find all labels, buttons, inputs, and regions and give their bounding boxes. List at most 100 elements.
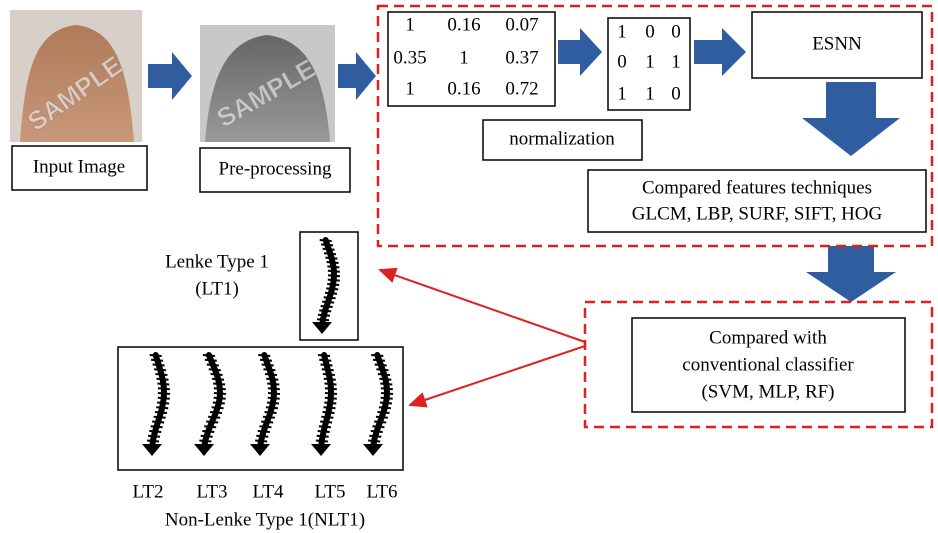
vertebra bbox=[210, 412, 222, 413]
vertebra bbox=[374, 422, 386, 423]
label: 1 bbox=[405, 78, 415, 99]
vertebra bbox=[321, 365, 333, 366]
vertebra bbox=[255, 441, 267, 442]
vertebra bbox=[380, 384, 392, 385]
vertebra bbox=[375, 365, 387, 366]
label: 0 bbox=[671, 21, 681, 42]
label: 1 bbox=[645, 51, 655, 72]
vertebra bbox=[323, 374, 335, 375]
vertebra bbox=[157, 379, 169, 380]
vertebra bbox=[319, 310, 331, 311]
vertebra bbox=[266, 379, 278, 380]
vertebra bbox=[379, 379, 391, 380]
preprocessed-photo: SAMPLE bbox=[200, 25, 335, 142]
label: 1 bbox=[459, 47, 469, 68]
vertebra bbox=[324, 407, 336, 408]
vertebra bbox=[381, 388, 393, 389]
label: 1 bbox=[617, 21, 627, 42]
vertebra bbox=[208, 417, 220, 418]
vertebra bbox=[317, 319, 329, 320]
vertebra bbox=[325, 258, 337, 259]
vertebra bbox=[326, 288, 338, 289]
label: Non-Lenke Type 1(NLT1) bbox=[165, 509, 365, 530]
label: 0.72 bbox=[505, 78, 538, 99]
vertebra bbox=[378, 412, 390, 413]
vertebra bbox=[316, 441, 328, 442]
vertebra bbox=[321, 244, 333, 245]
arrow bbox=[558, 28, 602, 76]
vertebra bbox=[327, 262, 339, 263]
vertebra bbox=[369, 436, 381, 437]
vertebra bbox=[267, 403, 279, 404]
vertebra bbox=[263, 417, 275, 418]
arrow bbox=[338, 52, 376, 100]
label: 1 bbox=[405, 14, 415, 35]
vertebra bbox=[149, 431, 161, 432]
vertebra bbox=[201, 436, 213, 437]
vertebra bbox=[380, 403, 392, 404]
vertebra bbox=[368, 441, 380, 442]
vertebra bbox=[266, 407, 278, 408]
vertebra bbox=[318, 315, 330, 316]
vertebra bbox=[322, 369, 334, 370]
label: LT6 bbox=[367, 481, 398, 502]
vertebra bbox=[320, 240, 332, 241]
label: Lenke Type 1 bbox=[165, 251, 269, 272]
vertebra bbox=[258, 355, 270, 356]
vertebra bbox=[158, 398, 170, 399]
label: (LT1) bbox=[195, 278, 239, 299]
vertebra bbox=[325, 293, 337, 294]
label: 1 bbox=[617, 83, 627, 104]
vertebra bbox=[214, 398, 226, 399]
vertebra bbox=[323, 412, 335, 413]
vertebra bbox=[158, 388, 170, 389]
vertebra bbox=[211, 374, 223, 375]
label: GLCM, LBP, SURF, SIFT, HOG bbox=[632, 203, 883, 224]
vertebra bbox=[154, 369, 166, 370]
vertebra bbox=[324, 297, 336, 298]
vertebra bbox=[325, 393, 337, 394]
diagram: SAMPLE SAMPLE Input Image Pre-processing… bbox=[0, 0, 938, 533]
vertebra bbox=[261, 422, 273, 423]
vertebra bbox=[157, 403, 169, 404]
vertebra bbox=[199, 441, 211, 442]
vertebra bbox=[327, 266, 339, 267]
label: 0 bbox=[671, 83, 681, 104]
arrow bbox=[694, 28, 746, 76]
vertebra bbox=[324, 403, 336, 404]
label: LT4 bbox=[253, 481, 284, 502]
vertebra bbox=[268, 388, 280, 389]
label: conventional classifier bbox=[682, 354, 854, 375]
red-arrow bbox=[410, 346, 585, 405]
label: LT2 bbox=[133, 481, 164, 502]
vertebra bbox=[203, 355, 215, 356]
label: 0 bbox=[617, 51, 627, 72]
vertebra bbox=[156, 407, 168, 408]
vertebra bbox=[256, 436, 268, 437]
vertebra bbox=[328, 280, 340, 281]
vertebra bbox=[324, 384, 336, 385]
label: 0.16 bbox=[447, 78, 480, 99]
vertebra bbox=[372, 426, 384, 427]
vertebra bbox=[378, 374, 390, 375]
vertebra bbox=[152, 422, 164, 423]
vertebra bbox=[373, 360, 385, 361]
label: LT3 bbox=[197, 481, 228, 502]
vertebra bbox=[259, 426, 271, 427]
vertebra bbox=[268, 398, 280, 399]
vertebra bbox=[324, 379, 336, 380]
vertebra bbox=[205, 360, 217, 361]
vertebra bbox=[213, 403, 225, 404]
vertebra bbox=[260, 360, 272, 361]
vertebra bbox=[213, 384, 225, 385]
vertebra bbox=[327, 284, 339, 285]
esnn: ESNN bbox=[812, 33, 862, 54]
vertebra bbox=[328, 271, 340, 272]
vertebra bbox=[267, 384, 279, 385]
vertebra bbox=[151, 426, 163, 427]
vertebra bbox=[371, 431, 383, 432]
arrow bbox=[148, 52, 192, 100]
label: 0.37 bbox=[505, 47, 538, 68]
label: 1 bbox=[671, 51, 681, 72]
vertebra bbox=[258, 431, 270, 432]
